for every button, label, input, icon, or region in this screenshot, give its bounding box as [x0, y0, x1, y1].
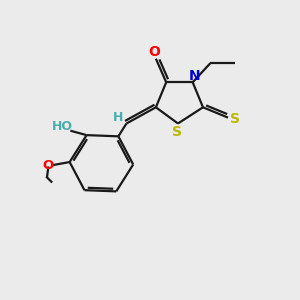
Text: O: O	[43, 159, 54, 172]
Text: S: S	[230, 112, 239, 126]
Text: N: N	[188, 69, 200, 83]
Text: HO: HO	[52, 120, 73, 134]
Text: O: O	[148, 45, 160, 59]
Text: S: S	[172, 125, 182, 139]
Text: H: H	[112, 110, 123, 124]
